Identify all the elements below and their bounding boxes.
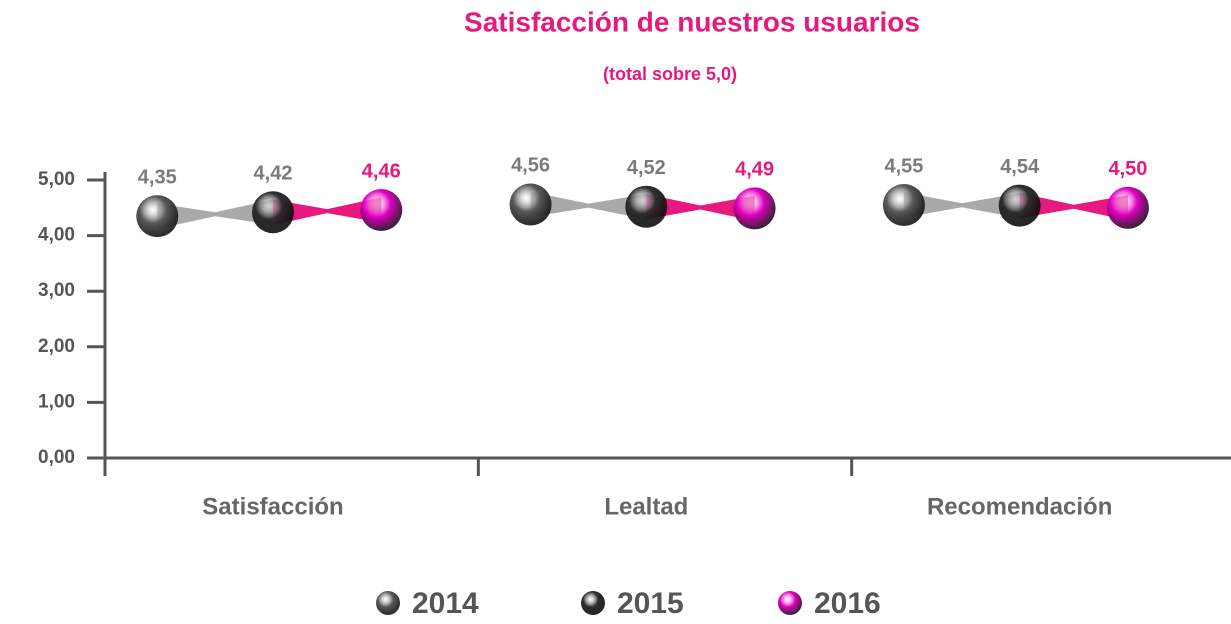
y-tick-label: 2,00: [38, 336, 75, 357]
dot: [625, 185, 668, 228]
dot: [882, 184, 925, 227]
value-label: 4,52: [627, 157, 666, 179]
legend-label: 2015: [617, 587, 684, 620]
value-label: 4,50: [1108, 158, 1147, 180]
y-tick-label: 3,00: [38, 280, 75, 301]
dot: [136, 195, 179, 238]
value-label: 4,35: [138, 166, 177, 188]
x-tick-label: Lealtad: [604, 493, 688, 520]
chart-subtitle: (total sobre 5,0): [603, 64, 737, 84]
y-tick-label: 1,00: [38, 391, 75, 412]
dot: [1106, 186, 1149, 229]
dot: [509, 183, 552, 226]
x-tick-label: Recomendación: [927, 493, 1112, 520]
dot: [733, 187, 776, 230]
chart-title: Satisfacción de nuestros usuarios: [464, 6, 920, 37]
connector: [646, 194, 755, 221]
y-tick-label: 0,00: [38, 447, 75, 468]
value-label: 4,55: [884, 155, 923, 177]
value-label: 4,54: [1000, 156, 1040, 178]
value-label: 4,56: [511, 155, 550, 177]
connector: [1019, 192, 1128, 221]
legend-label: 2014: [412, 587, 479, 620]
value-label: 4,46: [362, 160, 401, 182]
y-tick-label: 5,00: [38, 169, 75, 190]
legend-swatch: [376, 591, 400, 615]
value-label: 4,42: [254, 163, 293, 185]
connector: [273, 197, 382, 225]
dot: [360, 189, 403, 232]
connector: [530, 191, 647, 220]
connector: [157, 199, 273, 229]
dot: [252, 191, 294, 234]
connector: [903, 192, 1020, 219]
legend-swatch: [581, 591, 605, 615]
legend-label: 2016: [814, 587, 881, 620]
value-label: 4,49: [735, 159, 774, 181]
y-tick-label: 4,00: [38, 225, 75, 246]
x-tick-label: Satisfacción: [202, 493, 343, 520]
dot: [998, 184, 1041, 227]
legend-swatch: [778, 591, 802, 615]
